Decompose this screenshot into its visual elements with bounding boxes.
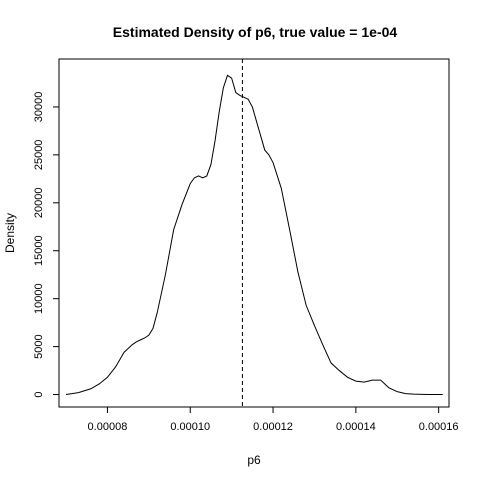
x-tick-label: 0.00014 (336, 421, 376, 433)
y-tick-label: 5000 (33, 334, 45, 358)
x-tick-label: 0.00016 (419, 421, 459, 433)
y-tick-label: 0 (33, 391, 45, 397)
chart-title: Estimated Density of p6, true value = 1e… (113, 24, 398, 40)
x-axis: 0.00008 0.00010 0.00012 0.00014 0.00016 (88, 406, 459, 433)
y-tick-label: 25000 (33, 140, 45, 171)
x-tick-label: 0.00008 (88, 421, 128, 433)
x-axis-label: p6 (247, 453, 261, 467)
density-curve (65, 74, 443, 396)
y-tick-label: 15000 (33, 235, 45, 266)
y-tick-label: 30000 (33, 92, 45, 123)
y-tick-label: 10000 (33, 283, 45, 314)
y-axis-label: Density (3, 213, 17, 253)
y-tick-label: 20000 (33, 188, 45, 219)
y-axis: 0 5000 10000 15000 20000 25000 30000 (33, 92, 60, 398)
x-tick-label: 0.00010 (170, 421, 210, 433)
x-tick-label: 0.00012 (253, 421, 293, 433)
